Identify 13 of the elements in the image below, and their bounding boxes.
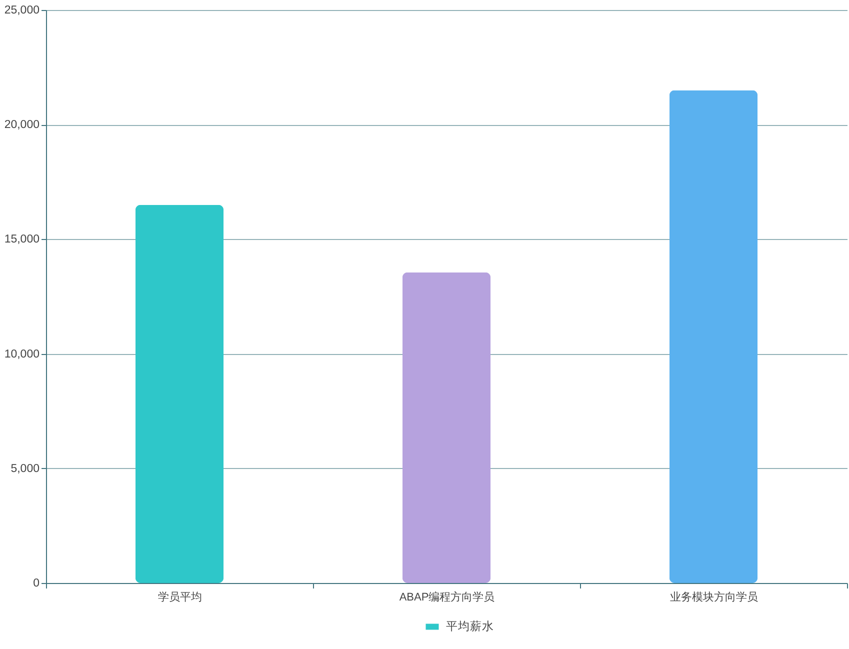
- x-tick-label: ABAP编程方向学员: [399, 590, 495, 604]
- y-tick-label: 15,000: [4, 234, 40, 246]
- y-tick-label: 5,000: [10, 462, 40, 475]
- y-tick-label: 10,000: [4, 348, 40, 360]
- x-tick-label: 学员平均: [158, 592, 202, 604]
- bar: [669, 90, 758, 583]
- bar: [135, 204, 224, 583]
- y-tick-label: 25,000: [4, 4, 40, 16]
- y-tick-label: 20,000: [4, 119, 40, 132]
- bar: [402, 272, 491, 583]
- legend-label: 平均薪水: [446, 620, 494, 633]
- x-tick-label: 业务模块方向学员: [670, 590, 758, 604]
- y-tick-label: 0: [33, 578, 40, 590]
